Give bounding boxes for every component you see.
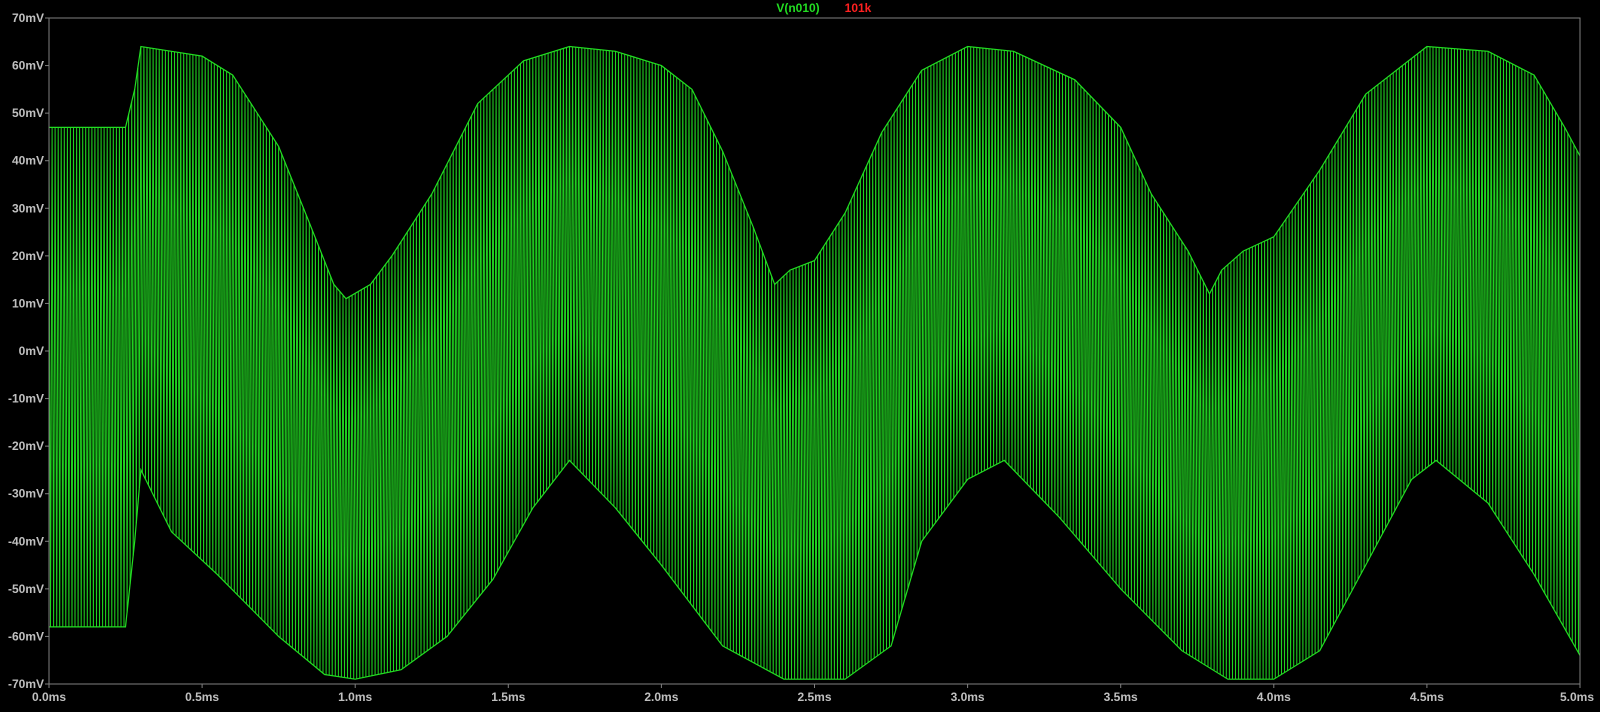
x-tick-label: 5.0ms	[1560, 690, 1594, 704]
legend-label[interactable]: V(n010)	[776, 1, 819, 15]
legend: V(n010) 101k	[776, 1, 871, 15]
x-tick-label: 4.0ms	[1257, 690, 1291, 704]
y-tick-label: -40mV	[8, 534, 44, 548]
x-tick-label: 3.0ms	[951, 690, 985, 704]
y-tick-label: -30mV	[8, 487, 44, 501]
y-tick-label: -50mV	[8, 582, 44, 596]
y-axis: 70mV 60mV 50mV 40mV 30mV 20mV 10mV 0mV -10mV -20m…	[8, 11, 49, 691]
x-tick-label: 0.0ms	[32, 690, 66, 704]
y-tick-label: 20mV	[12, 249, 44, 263]
x-tick-label: 2.0ms	[644, 690, 678, 704]
y-tick-label: 70mV	[12, 11, 44, 25]
x-tick-label: 1.0ms	[338, 690, 372, 704]
y-tick-label: 10mV	[12, 296, 44, 310]
x-tick-label: 2.5ms	[797, 690, 831, 704]
y-tick-label: -70mV	[8, 677, 44, 691]
x-axis: 0.0ms 0.5ms 1.0ms 1.5ms 2.0ms 2.5ms 3.0ms 3.5ms…	[32, 684, 1594, 704]
x-tick-label: 4.5ms	[1410, 690, 1444, 704]
y-tick-label: 50mV	[12, 106, 44, 120]
y-tick-label: -20mV	[8, 439, 44, 453]
x-tick-label: 3.5ms	[1104, 690, 1138, 704]
x-tick-label: 1.5ms	[491, 690, 525, 704]
y-tick-label: 0mV	[19, 344, 44, 358]
lower-envelope	[49, 459, 1581, 680]
x-tick-label: 0.5ms	[185, 690, 219, 704]
legend-label[interactable]: 101k	[845, 1, 872, 15]
y-tick-label: 40mV	[12, 154, 44, 168]
waveform-layer	[48, 45, 1581, 680]
y-tick-label: -60mV	[8, 629, 44, 643]
upper-envelope	[49, 45, 1581, 300]
y-tick-label: 60mV	[12, 59, 44, 73]
y-tick-label: 30mV	[12, 201, 44, 215]
y-tick-label: -10mV	[8, 392, 44, 406]
